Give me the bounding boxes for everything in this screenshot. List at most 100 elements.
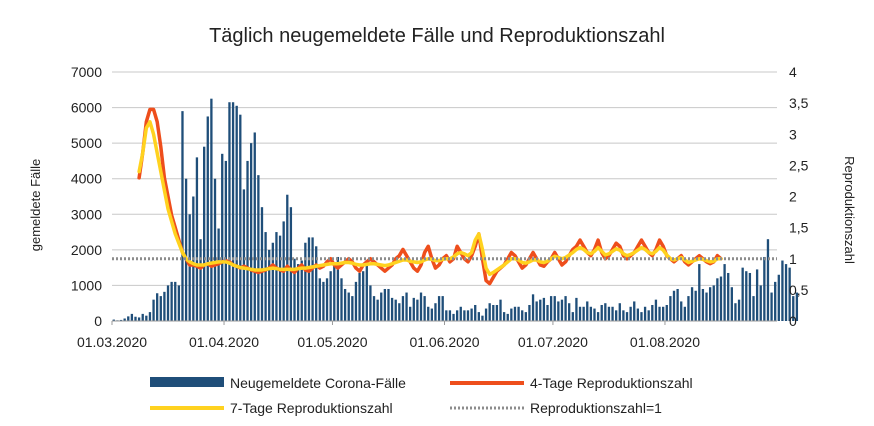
bar — [492, 304, 495, 321]
bar — [134, 316, 137, 321]
y-left-tick-label: 4000 — [71, 171, 102, 187]
bar — [474, 304, 477, 321]
bar — [311, 237, 314, 321]
bar — [604, 303, 607, 321]
bar — [174, 281, 177, 321]
bar — [325, 278, 329, 321]
bar — [727, 272, 730, 321]
bar — [513, 306, 517, 321]
bar — [665, 304, 668, 321]
x-tick-label: 01.03.2020 — [77, 334, 147, 350]
legend-label: Neugemeldete Corona-Fälle — [230, 375, 406, 391]
bar — [470, 308, 473, 321]
bar — [484, 308, 488, 321]
y-left-tick-label: 0 — [94, 313, 102, 329]
bar — [618, 303, 621, 321]
y-right-tick-label: 2 — [789, 189, 797, 205]
bar — [553, 296, 556, 321]
bar — [741, 267, 744, 321]
y-axis-right-label: Reproduktionszahl — [842, 156, 857, 264]
bar — [199, 239, 202, 321]
bar — [568, 303, 571, 321]
bar — [358, 272, 361, 321]
x-tick-label: 01.06.2020 — [409, 334, 479, 350]
bar — [235, 105, 238, 322]
bar — [152, 299, 155, 321]
bar — [705, 292, 708, 321]
bar — [615, 310, 618, 321]
bar — [521, 310, 524, 321]
line-series — [112, 107, 777, 286]
bar — [354, 281, 358, 321]
bar — [622, 310, 625, 321]
bar — [264, 232, 267, 321]
bar — [745, 271, 748, 321]
legend-label: 7-Tage Reproduktionszahl — [230, 400, 393, 416]
bar — [257, 175, 260, 321]
bar — [445, 310, 448, 321]
bar — [380, 292, 383, 321]
bar — [596, 312, 600, 321]
y-right-tick-label: 0 — [789, 313, 797, 329]
bar — [181, 111, 184, 321]
bar — [390, 297, 394, 321]
bar — [365, 264, 368, 321]
bar — [766, 239, 770, 321]
bar — [398, 303, 401, 321]
bar — [112, 319, 115, 321]
bar — [260, 207, 264, 321]
bar — [712, 285, 715, 321]
bar — [203, 146, 206, 321]
legend-swatch — [150, 377, 224, 387]
bar — [333, 264, 336, 321]
bar — [437, 296, 441, 321]
axes: 0 1000 2000 3000 4000 5000 6000 7000 0 0,5 1 1,5 2 2,… — [71, 64, 809, 350]
bar — [477, 312, 480, 321]
bar — [210, 98, 213, 321]
y-right-tick-label: 1 — [789, 251, 797, 267]
bar — [246, 160, 249, 321]
bar — [228, 102, 231, 321]
bar — [278, 235, 282, 321]
y-right-tick-label: 3 — [789, 126, 797, 142]
bar — [795, 292, 799, 321]
bar — [141, 313, 144, 321]
bar — [253, 132, 256, 321]
bar — [304, 242, 307, 321]
bar — [347, 292, 350, 321]
bar — [549, 296, 553, 321]
y-right-tick-label: 0,5 — [789, 282, 809, 298]
bar — [539, 299, 542, 321]
bar — [629, 306, 632, 321]
bar — [571, 312, 574, 321]
bar — [409, 306, 412, 321]
bar — [188, 214, 191, 321]
bar — [708, 287, 712, 321]
bar — [502, 312, 506, 321]
bar — [343, 288, 347, 321]
bar — [781, 260, 784, 321]
bar — [466, 310, 470, 321]
bar — [528, 304, 531, 321]
bar — [719, 276, 723, 321]
series-line — [137, 120, 723, 277]
bar — [531, 294, 535, 321]
bar — [535, 301, 538, 321]
bar — [170, 281, 173, 321]
bar — [586, 301, 589, 321]
bar — [123, 318, 126, 321]
bar — [318, 278, 321, 321]
bar — [119, 319, 123, 321]
bar — [362, 271, 365, 321]
bar — [148, 312, 152, 321]
bar — [683, 306, 686, 321]
y-axis-left-label: gemeldete Fälle — [28, 159, 43, 252]
bar — [763, 256, 766, 321]
bar — [600, 304, 603, 321]
bar — [625, 312, 629, 321]
legend-label: 4-Tage Reproduktionszahl — [530, 375, 693, 391]
bar — [452, 313, 455, 321]
bar — [647, 310, 650, 321]
y-right-tick-label: 3,5 — [789, 95, 809, 111]
